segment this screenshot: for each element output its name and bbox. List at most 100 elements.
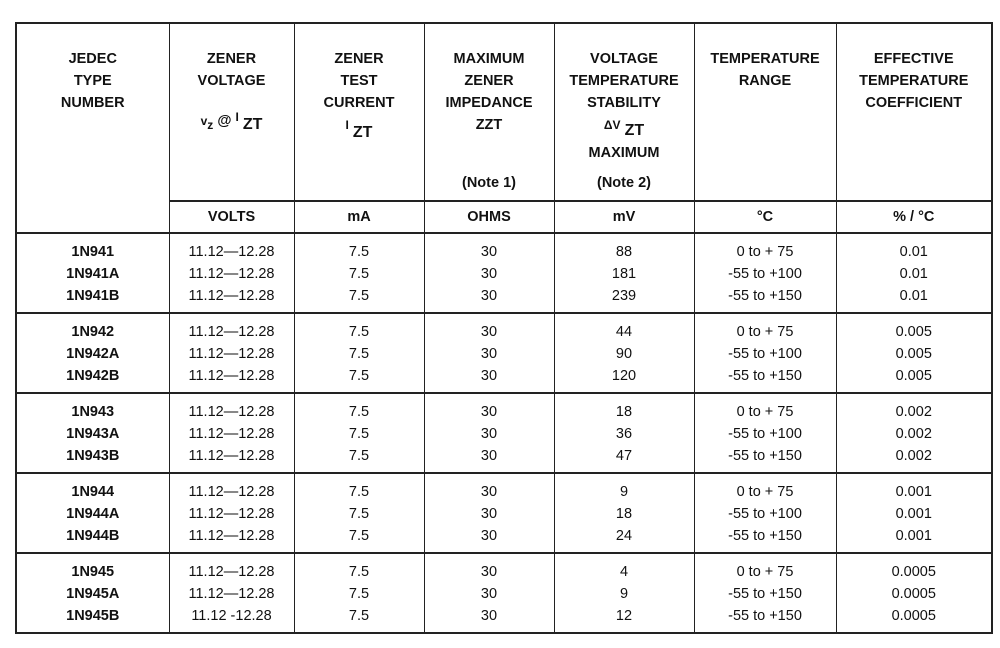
cell-test-current: 7.5	[348, 484, 370, 500]
cell-type-number: 1N942B	[66, 368, 120, 384]
cell-temp-range: 0 to + 75	[736, 324, 794, 340]
cell-zener-voltage: 11.12—12.28	[188, 288, 275, 304]
symbol-z: z	[207, 118, 214, 132]
header-stability: VOLTAGE TEMPERATURE STABILITY ΔV ZT MAXI…	[553, 23, 695, 201]
symbol-delta-v: ΔV	[603, 118, 621, 132]
col-test-current: 7.5 7.5 7.5	[293, 392, 425, 473]
header-line: VOLTAGE	[197, 73, 266, 89]
header-test-current: ZENER TEST CURRENT I ZT	[293, 23, 425, 201]
cell-temp-range: -55 to +150	[728, 448, 802, 464]
cell-zener-voltage: 11.12—12.28	[188, 564, 275, 580]
symbol-v: v	[200, 114, 208, 128]
cell-impedance: 30	[480, 484, 498, 500]
note-2: (Note 2)	[597, 175, 651, 191]
col-impedance: 30 30 30	[423, 552, 555, 633]
cell-type-number: 1N944B	[66, 528, 120, 544]
header-line: TEMPERATURE	[859, 73, 969, 89]
cell-test-current: 7.5	[348, 506, 370, 522]
col-zener-voltage: 11.12—12.28 11.12—12.28 11.12—12.28	[168, 232, 295, 313]
cell-temp-range: -55 to +150	[728, 586, 802, 602]
col-temp-range: 0 to + 75 -55 to +150 -55 to +150	[693, 552, 837, 633]
symbol-at: @	[217, 113, 232, 129]
cell-impedance: 30	[480, 608, 498, 624]
cell-type-number: 1N944	[71, 484, 115, 500]
cell-coefficient: 0.002	[895, 426, 932, 442]
cell-coefficient: 0.001	[895, 484, 932, 500]
cell-temp-range: 0 to + 75	[736, 564, 794, 580]
header-line: TYPE	[73, 73, 112, 89]
cell-coefficient: 0.005	[895, 324, 932, 340]
cell-type-number: 1N944A	[66, 506, 120, 522]
zener-diode-spec-table: JEDEC TYPE NUMBER ZENER VOLTAGE vz @ I Z…	[15, 22, 993, 634]
cell-temp-range: -55 to +100	[728, 346, 802, 362]
cell-stability: 90	[615, 346, 633, 362]
col-stability: 44 90 120	[553, 312, 695, 393]
header-line: EFFECTIVE	[873, 51, 954, 67]
device-group: 1N945 1N945A 1N945B 11.12—12.28 11.12—12.28 1…	[15, 552, 993, 633]
header-row: JEDEC TYPE NUMBER ZENER VOLTAGE vz @ I Z…	[15, 23, 993, 233]
stability-symbol: ΔV ZT	[555, 114, 694, 142]
cell-stability: 18	[615, 404, 633, 420]
cell-coefficient: 0.01	[899, 244, 928, 260]
unit-celsius: °C	[693, 200, 837, 233]
col-coefficient: 0.002 0.002 0.002	[835, 392, 993, 473]
cell-test-current: 7.5	[348, 288, 370, 304]
col-test-current: 7.5 7.5 7.5	[293, 312, 425, 393]
cell-impedance: 30	[480, 564, 498, 580]
cell-impedance: 30	[480, 426, 498, 442]
cell-type-number: 1N941B	[66, 288, 120, 304]
col-temp-range: 0 to + 75 -55 to +100 -55 to +150	[693, 312, 837, 393]
cell-stability: 44	[615, 324, 633, 340]
cell-temp-range: 0 to + 75	[736, 484, 794, 500]
header-line: TEMPERATURE	[710, 51, 820, 67]
header-line: VOLTAGE	[590, 51, 658, 67]
col-zener-voltage: 11.12—12.28 11.12—12.28 11.12—12.28	[168, 312, 295, 393]
col-stability: 88 181 239	[553, 232, 695, 313]
device-group: 1N941 1N941A 1N941B 11.12—12.28 11.12—12.28 1…	[15, 232, 993, 313]
zener-voltage-symbol: vz @ I ZT	[170, 106, 294, 136]
header-line: IMPEDANCE	[445, 95, 533, 111]
cell-temp-range: -55 to +100	[728, 266, 802, 282]
header-coefficient: EFFECTIVE TEMPERATURE COEFFICIENT	[835, 23, 993, 201]
cell-coefficient: 0.0005	[891, 608, 936, 624]
cell-type-number: 1N942	[71, 324, 115, 340]
col-type-number: 1N944 1N944A 1N944B	[15, 472, 170, 553]
device-group: 1N943 1N943A 1N943B 11.12—12.28 11.12—12.28 1…	[15, 392, 993, 473]
cell-test-current: 7.5	[348, 368, 370, 384]
cell-stability: 18	[615, 506, 633, 522]
cell-zener-voltage: 11.12—12.28	[188, 484, 275, 500]
cell-type-number: 1N941	[71, 244, 115, 260]
cell-test-current: 7.5	[348, 346, 370, 362]
cell-impedance: 30	[480, 244, 498, 260]
cell-zener-voltage: 11.12—12.28	[188, 426, 275, 442]
cell-stability: 181	[611, 266, 637, 282]
col-stability: 4 9 12	[553, 552, 695, 633]
cell-zener-voltage: 11.12—12.28	[188, 368, 275, 384]
col-type-number: 1N942 1N942A 1N942B	[15, 312, 170, 393]
cell-temp-range: 0 to + 75	[736, 244, 794, 260]
cell-zener-voltage: 11.12—12.28	[188, 244, 275, 260]
header-line: JEDEC	[68, 51, 117, 67]
header-line: TEST	[340, 73, 378, 89]
col-coefficient: 0.005 0.005 0.005	[835, 312, 993, 393]
cell-coefficient: 0.002	[895, 404, 932, 420]
col-temp-range: 0 to + 75 -55 to +100 -55 to +150	[693, 472, 837, 553]
cell-coefficient: 0.005	[895, 368, 932, 384]
cell-test-current: 7.5	[348, 586, 370, 602]
cell-coefficient: 0.001	[895, 528, 932, 544]
cell-type-number: 1N943A	[66, 426, 120, 442]
cell-stability: 12	[615, 608, 633, 624]
symbol-i: I	[235, 110, 239, 124]
col-coefficient: 0.0005 0.0005 0.0005	[835, 552, 993, 633]
col-impedance: 30 30 30	[423, 472, 555, 553]
col-test-current: 7.5 7.5 7.5	[293, 552, 425, 633]
unit-volts: VOLTS	[168, 200, 295, 233]
header-line: RANGE	[738, 73, 792, 89]
cell-test-current: 7.5	[348, 564, 370, 580]
cell-zener-voltage: 11.12—12.28	[188, 528, 275, 544]
header-line: ZENER	[334, 51, 384, 67]
cell-temp-range: -55 to +150	[728, 288, 802, 304]
units-row: VOLTS mA OHMS mV °C % / °C	[16, 200, 993, 233]
test-current-symbol: I ZT	[295, 114, 424, 144]
cell-coefficient: 0.01	[899, 288, 928, 304]
